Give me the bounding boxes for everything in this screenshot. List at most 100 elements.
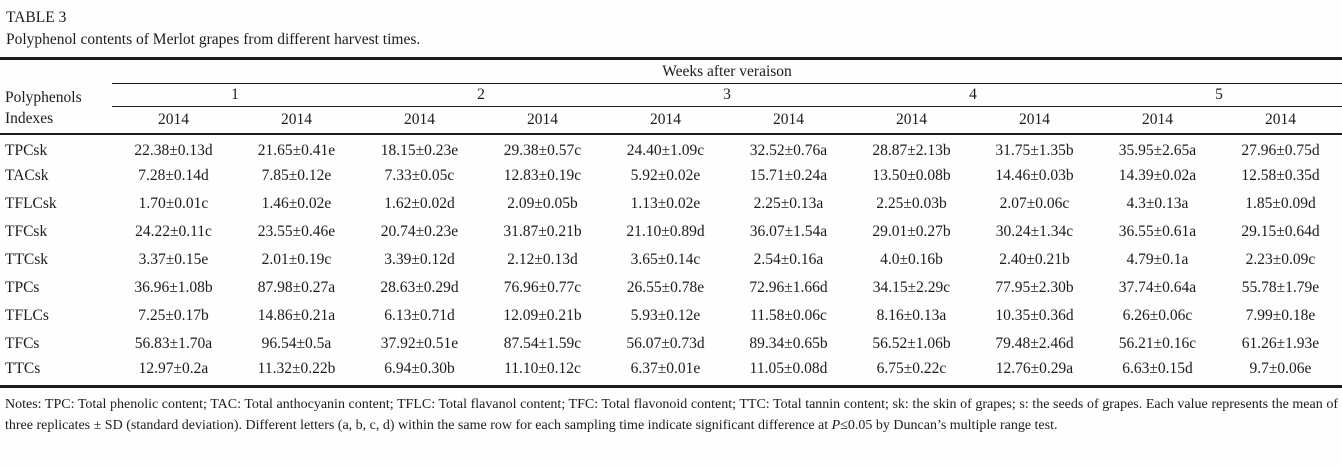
value-cell: 56.83±1.70a	[134, 335, 213, 352]
table-row: TPCs 36.96±1.08b 87.98±0.27a 28.63±0.29d 76.…	[0, 274, 1342, 302]
row-index-label: TPCs	[5, 279, 40, 296]
value-cell: 28.63±0.29d	[380, 279, 459, 296]
value-cell: 31.75±1.35b	[995, 141, 1074, 159]
value-cell: 7.25±0.17b	[138, 307, 209, 324]
value-cell: 11.58±0.06c	[750, 307, 827, 324]
notes-paragraph: Notes: TPC: Total phenolic content; TAC:…	[0, 388, 1342, 437]
table-row: TFCsk 24.22±0.11c 23.55±0.46e 20.74±0.23e 31…	[0, 218, 1342, 246]
value-cell: 56.52±1.06b	[872, 335, 951, 352]
value-cell: 7.99±0.18e	[1245, 307, 1316, 324]
value-cell: 12.76±0.29a	[973, 358, 1096, 388]
value-cell: 24.22±0.11c	[135, 223, 212, 240]
value-cell: 14.46±0.03b	[995, 167, 1074, 184]
value-cell: 13.50±0.08b	[872, 167, 951, 184]
value-cell: 28.87±2.13b	[872, 141, 951, 159]
value-cell: 2.12±0.13d	[507, 251, 578, 268]
value-cell: 35.95±2.65a	[1118, 141, 1197, 159]
table-row: TACsk 7.28±0.14d 7.85±0.12e 7.33±0.05c 12.83…	[0, 162, 1342, 190]
year-header: 2014	[727, 106, 850, 135]
table-caption: Polyphenol contents of Merlot grapes fro…	[6, 31, 421, 48]
value-cell: 3.65±0.14c	[630, 251, 701, 268]
value-cell: 14.86±0.21a	[257, 307, 336, 324]
week-group-4: 4	[850, 83, 1096, 107]
value-cell: 7.85±0.12e	[261, 167, 332, 184]
row-index-label: TPCsk	[5, 141, 48, 159]
value-cell: 7.28±0.14d	[138, 167, 209, 184]
value-cell: 11.10±0.12c	[481, 358, 604, 388]
value-cell: 6.26±0.06c	[1122, 307, 1193, 324]
value-cell: 21.10±0.89d	[626, 223, 705, 240]
value-cell: 23.55±0.46e	[257, 223, 336, 240]
year-header: 2014	[112, 106, 235, 135]
value-cell: 12.83±0.19c	[503, 167, 582, 184]
value-cell: 26.55±0.78e	[626, 279, 705, 296]
value-cell: 2.23±0.09c	[1245, 251, 1316, 268]
value-cell: 72.96±1.66d	[749, 279, 828, 296]
spanner-row: Weeks after veraison	[0, 58, 1342, 84]
value-cell: 21.65±0.41e	[257, 141, 336, 159]
year-header: 2014	[1219, 106, 1342, 135]
week-group-1: 1	[112, 83, 358, 107]
value-cell: 10.35±0.36d	[995, 307, 1074, 324]
value-cell: 24.40±1.09c	[626, 141, 705, 159]
value-cell: 89.34±0.65b	[749, 335, 828, 352]
value-cell: 29.01±0.27b	[872, 223, 951, 240]
value-cell: 2.01±0.19c	[261, 251, 332, 268]
year-row: 2014 2014 2014 2014 2014 2014 2014 2014 …	[0, 106, 1342, 135]
value-cell: 37.74±0.64a	[1118, 279, 1197, 296]
value-cell: 2.40±0.21b	[999, 251, 1070, 268]
table-row: TTCs 12.97±0.2a 11.32±0.22b 6.94±0.30b 11.10…	[0, 358, 1342, 388]
row-index-label: TTCsk	[5, 251, 49, 268]
week-group-2: 2	[358, 83, 604, 107]
value-cell: 29.38±0.57c	[503, 141, 582, 159]
value-cell: 34.15±2.29c	[872, 279, 951, 296]
value-cell: 6.94±0.30b	[358, 358, 481, 388]
notes-p-italic: P	[831, 418, 841, 433]
value-cell: 1.13±0.02e	[630, 195, 701, 212]
notes-text: Notes: TPC: Total phenolic content; TAC:…	[5, 396, 1338, 434]
value-cell: 5.92±0.02e	[630, 167, 701, 184]
value-cell: 37.92±0.51e	[380, 335, 459, 352]
year-header: 2014	[973, 106, 1096, 135]
value-cell: 15.71±0.24a	[749, 167, 828, 184]
year-header: 2014	[235, 106, 358, 135]
value-cell: 12.97±0.2a	[112, 358, 235, 388]
value-cell: 1.62±0.02d	[384, 195, 455, 212]
value-cell: 3.37±0.15e	[138, 251, 209, 268]
value-cell: 22.38±0.13d	[134, 141, 213, 159]
table-row: TFCs 56.83±1.70a 96.54±0.5a 37.92±0.51e 87.5…	[0, 330, 1342, 358]
table-row: TTCsk 3.37±0.15e 2.01±0.19c 3.39±0.12d 2.12±…	[0, 246, 1342, 274]
value-cell: 4.79±0.1a	[1126, 251, 1189, 268]
week-group-5: 5	[1096, 83, 1342, 107]
year-header: 2014	[604, 106, 727, 135]
value-cell: 2.54±0.16a	[753, 251, 824, 268]
value-cell: 1.85±0.09d	[1245, 195, 1316, 212]
value-cell: 2.25±0.03b	[876, 195, 947, 212]
row-index-label: TFLCs	[5, 307, 49, 324]
value-cell: 76.96±0.77c	[503, 279, 582, 296]
value-cell: 1.46±0.02e	[261, 195, 332, 212]
value-cell: 6.75±0.22c	[850, 358, 973, 388]
value-cell: 8.16±0.13a	[876, 307, 947, 324]
value-cell: 27.96±0.75d	[1241, 141, 1320, 159]
value-cell: 18.15±0.23e	[380, 141, 459, 159]
value-cell: 9.7±0.06e	[1219, 358, 1342, 388]
value-cell: 1.70±0.01c	[138, 195, 209, 212]
row-header-line2: Indexes	[5, 110, 54, 128]
value-cell: 2.07±0.06c	[999, 195, 1070, 212]
table-body: TPCsk 22.38±0.13d 21.65±0.41e 18.15±0.23e 29…	[0, 134, 1342, 388]
value-cell: 55.78±1.79e	[1241, 279, 1320, 296]
value-cell: 77.95±2.30b	[995, 279, 1074, 296]
value-cell: 4.0±0.16b	[880, 251, 943, 268]
value-cell: 30.24±1.34c	[995, 223, 1074, 240]
value-cell: 79.48±2.46d	[995, 335, 1074, 352]
value-cell: 7.33±0.05c	[384, 167, 455, 184]
value-cell: 6.37±0.01e	[604, 358, 727, 388]
value-cell: 2.09±0.05b	[507, 195, 578, 212]
spanner-header: Weeks after veraison	[112, 58, 1342, 84]
value-cell: 3.39±0.12d	[384, 251, 455, 268]
value-cell: 11.32±0.22b	[235, 358, 358, 388]
value-cell: 31.87±0.21b	[503, 223, 582, 240]
row-index-label: TFLCsk	[5, 195, 57, 212]
